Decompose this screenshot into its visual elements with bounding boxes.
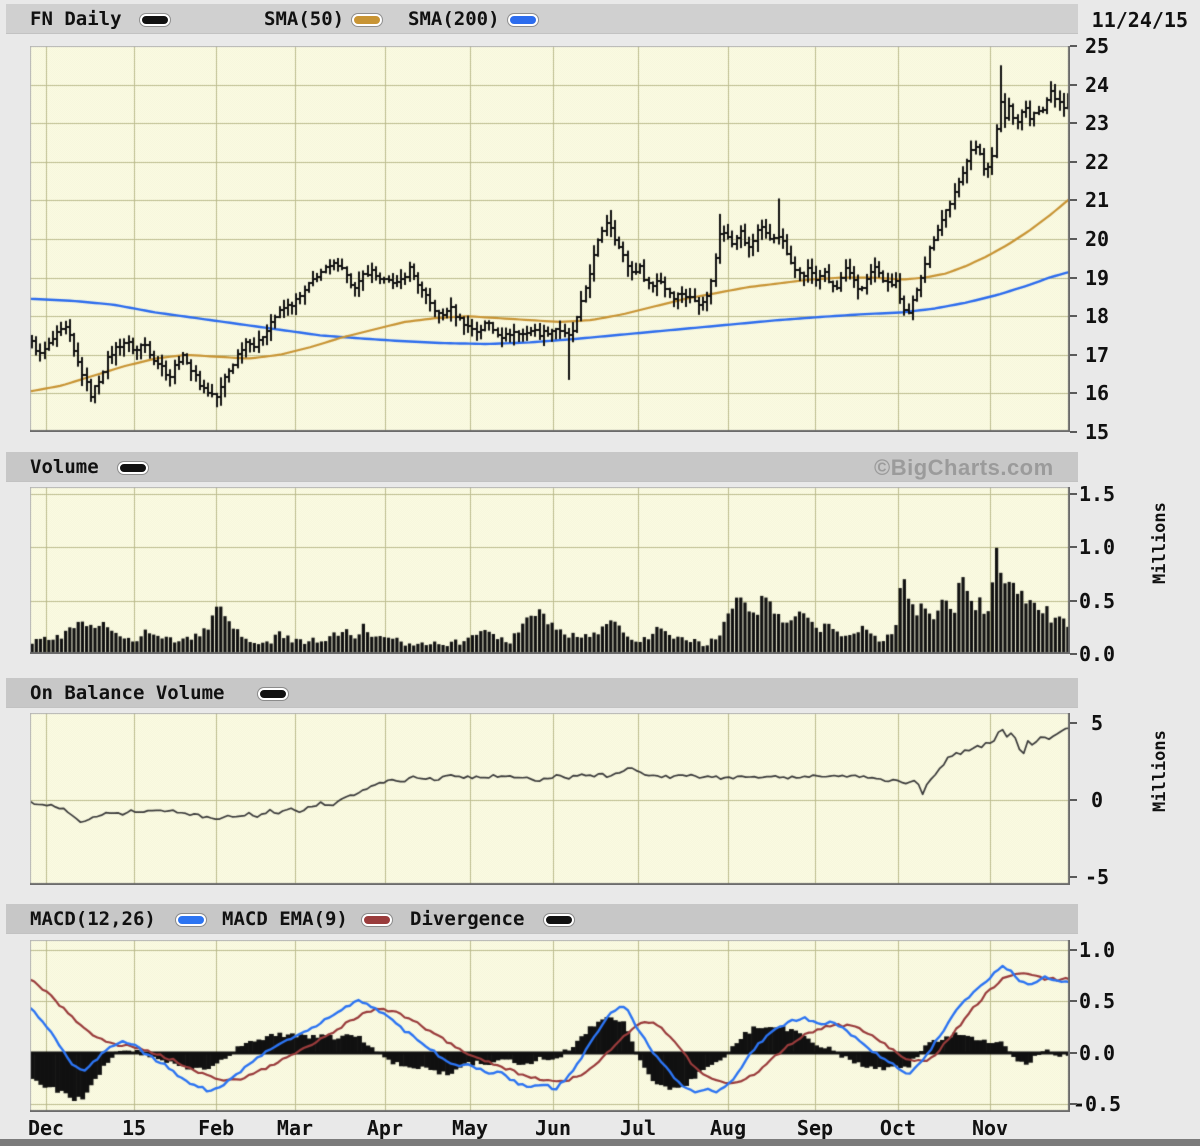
obv-swatch-icon (258, 688, 288, 700)
divergence-swatch-icon (544, 914, 574, 926)
volume-tick-label: 0.5 (1078, 588, 1116, 613)
macd-tick-mark (1070, 1103, 1077, 1106)
month-label-feb: Feb (198, 1116, 235, 1140)
macd-tick-label: -0.5 (1072, 1092, 1122, 1117)
price-tick-mark (1070, 45, 1077, 47)
macd-ema-label: MACD EMA(9) (222, 908, 348, 930)
volume-chart-canvas (30, 487, 1070, 654)
sma200-swatch-icon (508, 14, 538, 26)
month-label-mar: Mar (276, 1116, 314, 1140)
divergence-label: Divergence (410, 908, 525, 930)
macd-label: MACD(12,26) (30, 908, 156, 930)
obv-tick-mark (1070, 722, 1077, 724)
volume-tick-mark (1070, 546, 1077, 549)
price-tick-label: 22 (1084, 149, 1110, 174)
month-label-nov: Nov (971, 1116, 1009, 1140)
month-label-sep: Sep (796, 1116, 834, 1140)
bigcharts-watermark: ©BigCharts.com (874, 455, 1054, 480)
macd-swatch-icon (176, 914, 206, 926)
obv-chart-canvas (30, 713, 1070, 885)
price-tick-label: 20 (1084, 227, 1110, 251)
price-tick-label: 21 (1084, 188, 1110, 213)
price-tick-mark (1070, 122, 1077, 125)
price-tick-label: 24 (1084, 72, 1110, 97)
macd-tick-mark (1070, 1000, 1077, 1003)
sma50-swatch-icon (352, 14, 382, 26)
month-label-jun: Jun (534, 1116, 572, 1140)
price-chart-canvas (30, 46, 1070, 432)
price-tick-label: 25 (1084, 34, 1110, 58)
obv-label: On Balance Volume (30, 682, 225, 704)
macd-ema-swatch-icon (362, 914, 392, 926)
obv-unit-label: Millions (1150, 730, 1170, 812)
price-legend-bar: FN Daily SMA(50) SMA(200) (6, 4, 1078, 34)
volume-tick-label: 1.5 (1078, 481, 1116, 506)
volume-unit-label: Millions (1150, 502, 1170, 584)
volume-tick-mark (1070, 653, 1077, 655)
price-tick-label: 15 (1084, 420, 1110, 444)
month-label-apr: Apr (366, 1116, 403, 1140)
price-tick-label: 23 (1084, 111, 1110, 136)
price-tick-mark (1070, 238, 1077, 240)
price-tick-mark (1070, 431, 1077, 433)
price-tick-mark (1070, 276, 1077, 279)
price-tick-mark (1070, 315, 1077, 318)
macd-chart-canvas (30, 940, 1070, 1112)
volume-tick-mark (1070, 492, 1077, 495)
sma200-label: SMA(200) (408, 8, 500, 30)
macd-tick-label: 1.0 (1078, 937, 1116, 962)
obv-legend-bar: On Balance Volume (6, 678, 1078, 708)
month-label-dec: Dec (27, 1116, 65, 1140)
obv-tick-mark (1070, 875, 1077, 878)
price-tick-label: 17 (1084, 342, 1110, 367)
obv-tick-label: -5 (1084, 864, 1110, 889)
macd-tick-label: 0.0 (1078, 1040, 1116, 1065)
sma50-label: SMA(50) (264, 8, 345, 30)
price-series-swatch-icon (140, 14, 170, 26)
month-label-15: 15 (121, 1116, 147, 1140)
price-tick-mark (1070, 392, 1077, 395)
volume-tick-mark (1070, 599, 1077, 602)
volume-tick-label: 1.0 (1078, 535, 1116, 560)
price-tick-label: 19 (1084, 265, 1110, 290)
price-tick-mark (1070, 160, 1077, 163)
macd-tick-mark (1070, 948, 1077, 951)
symbol-label: FN Daily (30, 8, 122, 30)
obv-tick-mark (1070, 799, 1077, 801)
chart-date: 11/24/15 (1091, 8, 1188, 32)
price-tick-label: 18 (1084, 304, 1110, 329)
price-tick-mark (1070, 83, 1077, 86)
month-label-may: May (451, 1116, 489, 1140)
month-label-aug: Aug (709, 1116, 747, 1140)
month-label-oct: Oct (879, 1116, 917, 1140)
price-tick-mark (1070, 353, 1077, 356)
obv-tick-label: 5 (1090, 711, 1104, 735)
volume-swatch-icon (118, 462, 148, 474)
volume-legend-bar: Volume ©BigCharts.com (6, 452, 1078, 482)
macd-legend-bar: MACD(12,26) MACD EMA(9) Divergence (6, 904, 1078, 934)
price-tick-label: 16 (1084, 381, 1110, 406)
bottom-border (0, 1139, 1200, 1146)
volume-tick-label: 0.0 (1078, 642, 1116, 666)
price-tick-mark (1070, 199, 1077, 202)
month-label-jul: Jul (619, 1116, 657, 1140)
obv-tick-label: 0 (1090, 788, 1104, 812)
macd-tick-mark (1070, 1051, 1077, 1054)
macd-tick-label: 0.5 (1078, 989, 1116, 1014)
volume-label: Volume (30, 456, 99, 478)
